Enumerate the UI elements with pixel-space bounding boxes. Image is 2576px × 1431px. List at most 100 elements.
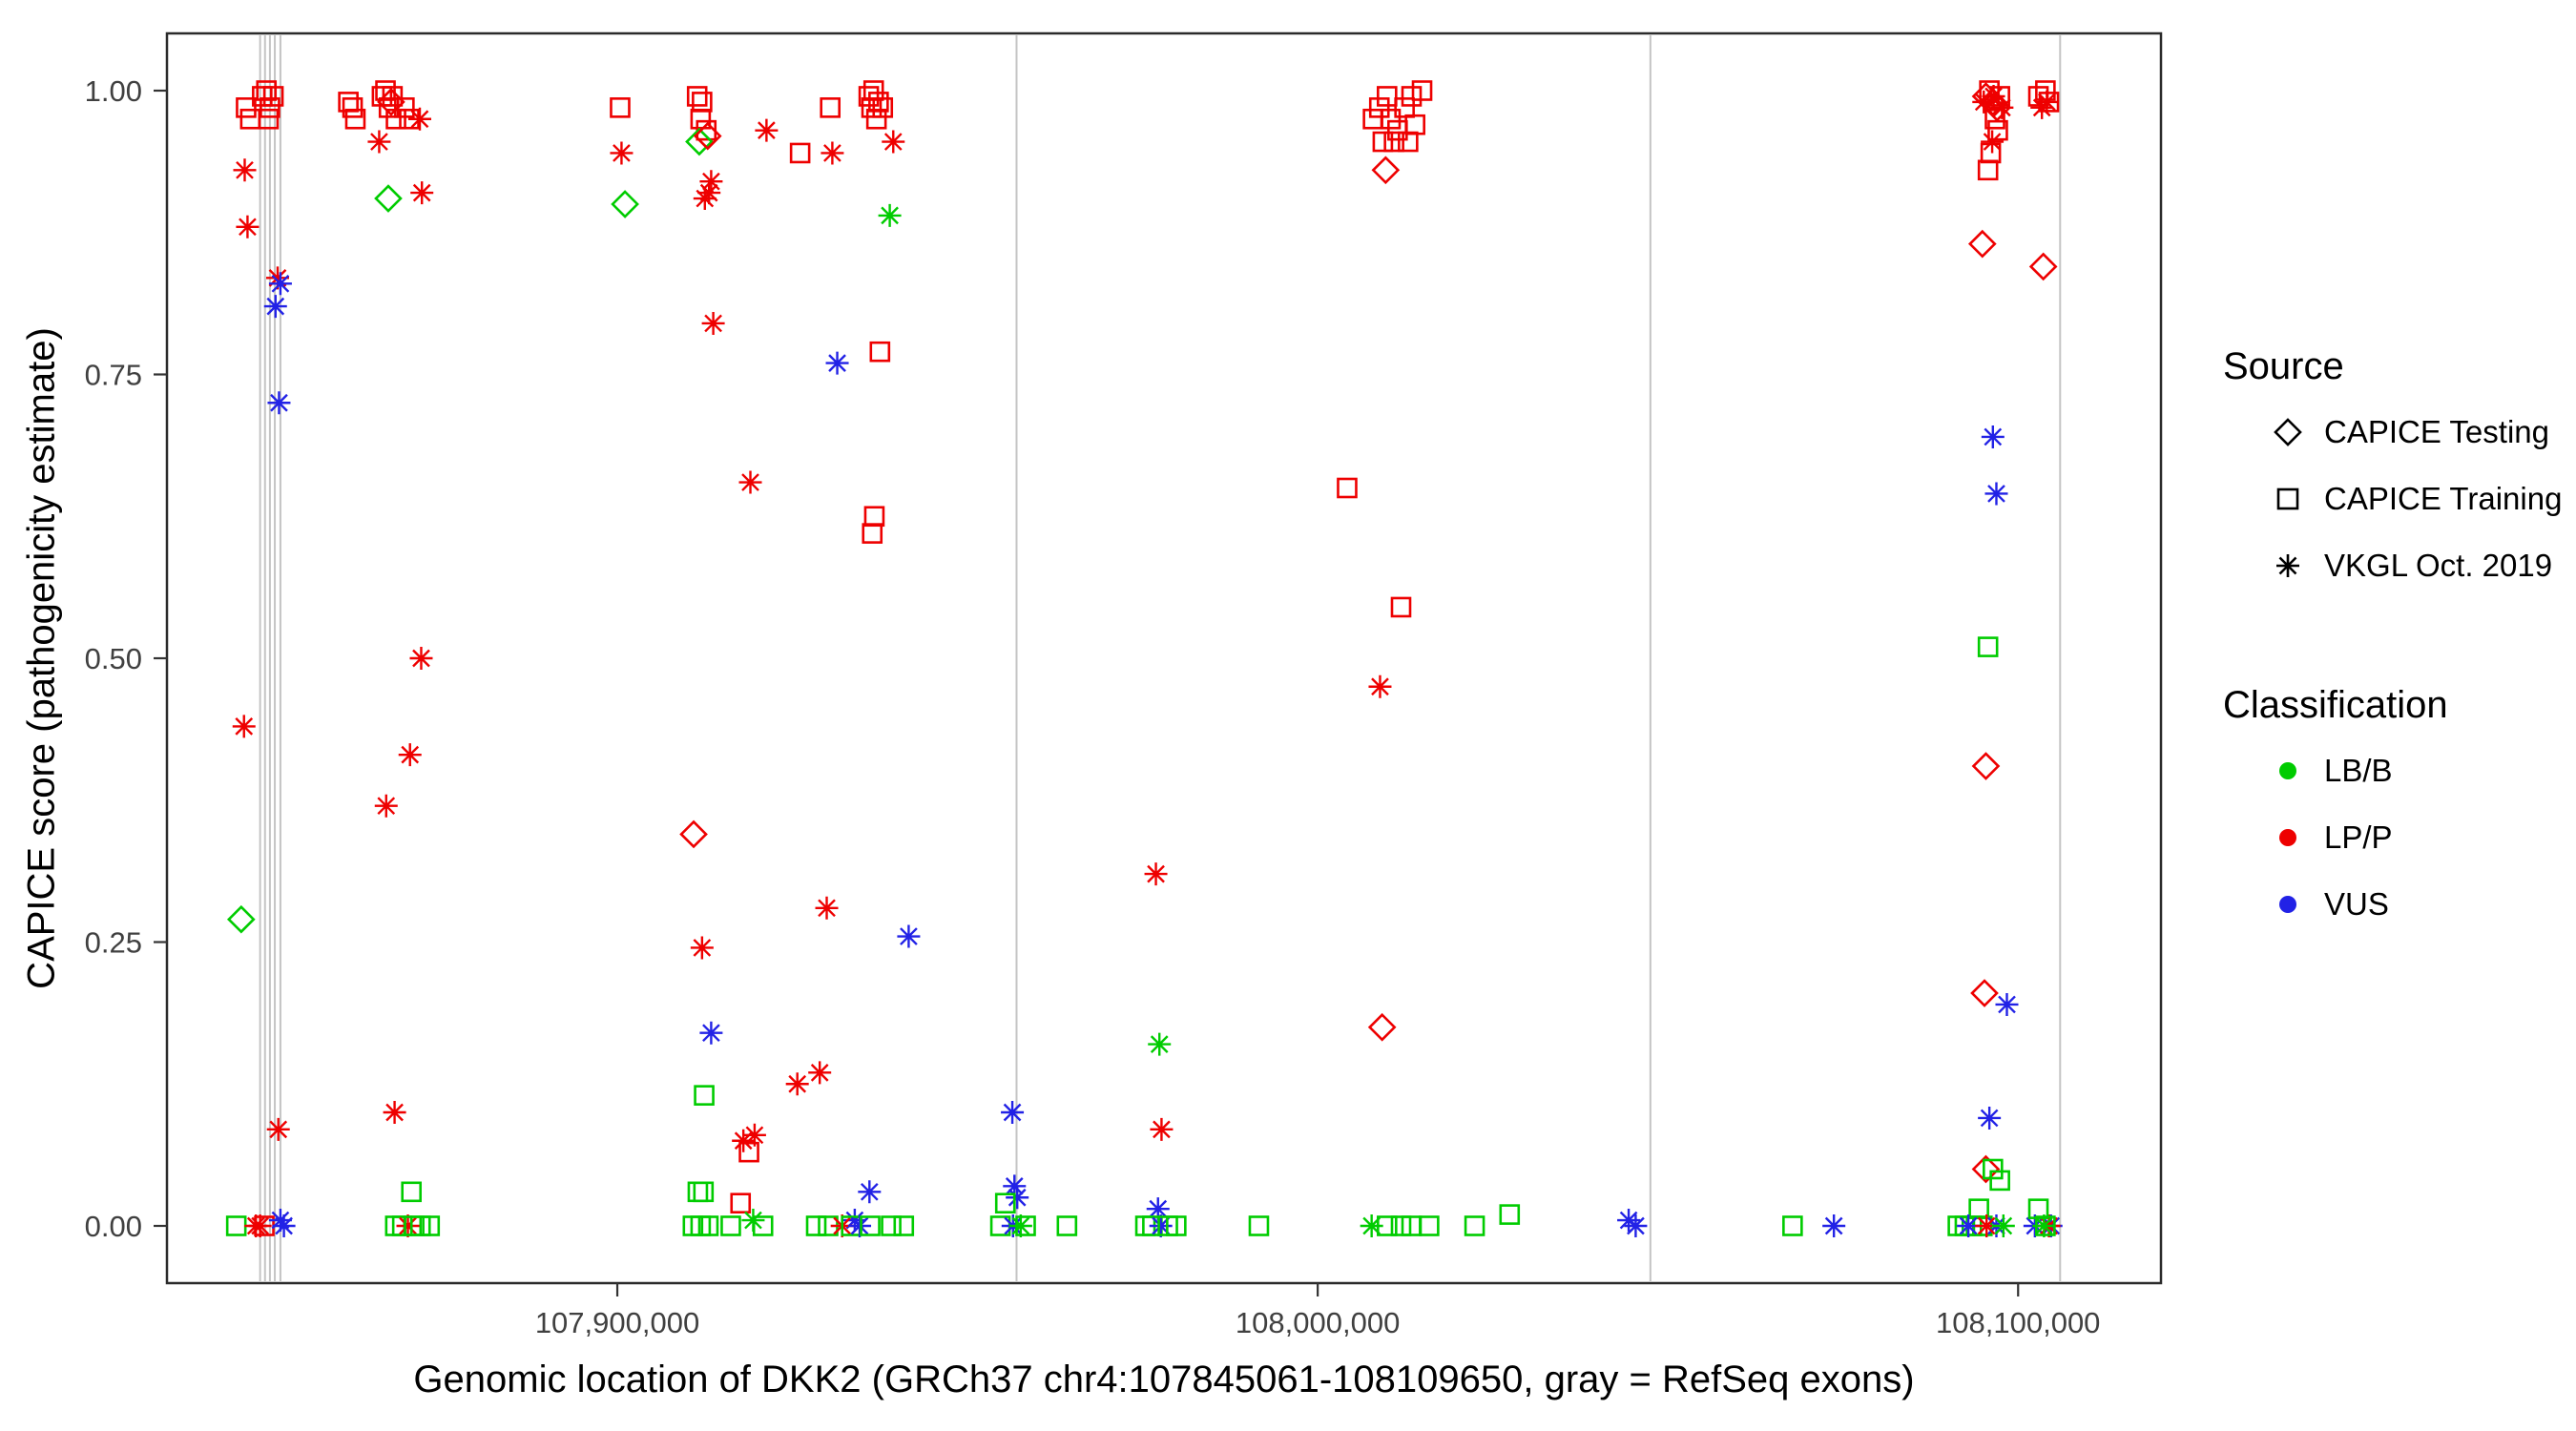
- data-point-asterisk: [738, 470, 762, 494]
- data-point-asterisk: [742, 1123, 766, 1147]
- data-point-square: [1989, 1170, 2010, 1192]
- data-point-asterisk: [1368, 674, 1392, 698]
- y-tick-label: 0.50: [85, 642, 142, 675]
- data-point-square: [610, 97, 631, 118]
- x-tick-label: 108,100,000: [1936, 1306, 2100, 1339]
- data-point-square: [1464, 1215, 1485, 1236]
- data-point-square: [697, 1215, 719, 1236]
- data-point-square: [344, 108, 366, 130]
- data-point-square: [1782, 1215, 1803, 1236]
- data-point-square: [1390, 1215, 1412, 1236]
- legend-label-capice-testing: CAPICE Testing: [2324, 414, 2549, 449]
- square-icon: [2276, 487, 2299, 510]
- data-point-square: [1248, 1215, 1270, 1236]
- green-dot-icon: [2279, 762, 2296, 779]
- data-point-square: [1984, 108, 2005, 130]
- data-point-asterisk: [1978, 1106, 2002, 1130]
- data-point-diamond: [611, 190, 639, 218]
- data-point-square: [1372, 131, 1394, 153]
- data-point-asterisk: [1972, 90, 1996, 114]
- data-point-asterisk: [272, 1214, 296, 1237]
- x-tick-label: 107,900,000: [535, 1306, 699, 1339]
- data-point-square: [252, 86, 273, 107]
- data-point-asterisk: [408, 107, 432, 131]
- y-tick-label: 1.00: [85, 74, 142, 108]
- data-point-asterisk: [858, 1180, 882, 1204]
- x-tick-label: 108,000,000: [1236, 1306, 1400, 1339]
- data-point-asterisk: [383, 1101, 406, 1124]
- data-point-asterisk: [878, 203, 902, 227]
- data-point-diamond: [374, 184, 403, 213]
- data-point-square: [1390, 596, 1412, 618]
- data-point-square: [258, 108, 280, 130]
- y-axis-title: CAPICE score (pathogenicity estimate): [20, 327, 63, 989]
- data-point-asterisk: [1975, 1214, 1999, 1237]
- red-dot-icon: [2279, 829, 2296, 846]
- data-point-square: [1983, 1158, 2004, 1180]
- data-point-square: [789, 142, 811, 164]
- data-point-asterisk: [1982, 84, 2005, 108]
- data-point-square: [1394, 97, 1415, 118]
- data-point-asterisk: [263, 295, 287, 319]
- data-point-square: [693, 1181, 715, 1203]
- data-point-asterisk: [882, 130, 905, 154]
- diamond-icon: [2274, 418, 2302, 446]
- data-point-asterisk: [1003, 1174, 1027, 1198]
- data-point-diamond: [1971, 752, 2001, 780]
- data-point-asterisk: [1624, 1214, 1648, 1237]
- data-point-asterisk: [1984, 482, 2008, 506]
- data-point-square: [1377, 86, 1398, 107]
- data-point-square: [686, 86, 708, 107]
- data-point-square: [1368, 97, 1390, 118]
- data-point-diamond: [1371, 156, 1401, 185]
- data-point-diamond: [377, 88, 405, 116]
- data-point-square: [994, 1192, 1016, 1213]
- data-point-asterisk: [367, 130, 391, 154]
- data-point-asterisk: [1981, 130, 2005, 154]
- data-point-asterisk: [268, 1209, 292, 1233]
- data-point-asterisk: [236, 215, 260, 238]
- legend-label-lbb: LB/B: [2324, 753, 2393, 788]
- data-point-asterisk: [701, 311, 725, 335]
- data-point-square: [752, 1215, 774, 1236]
- legend-item-capice-training: CAPICE Training: [2223, 480, 2562, 518]
- data-point-square: [1337, 477, 1358, 499]
- data-point-asterisk: [1148, 1032, 1172, 1056]
- data-point-asterisk: [1144, 862, 1168, 886]
- data-point-asterisk: [1150, 1117, 1174, 1141]
- data-point-asterisk: [398, 743, 422, 767]
- legend-label-vkgl: VKGL Oct. 2019: [2324, 548, 2553, 583]
- data-point-square: [2035, 1215, 2056, 1236]
- data-point-diamond: [1967, 229, 1997, 259]
- legend-item-lbb: LB/B: [2223, 752, 2562, 790]
- data-point-square: [860, 1215, 881, 1236]
- data-point-square: [1404, 114, 1425, 135]
- data-point-asterisk: [732, 1129, 756, 1152]
- data-point-square: [720, 1215, 741, 1236]
- data-point-square: [881, 1215, 902, 1236]
- data-point-asterisk: [697, 181, 721, 205]
- data-point-asterisk: [248, 1214, 272, 1237]
- data-point-asterisk: [268, 272, 292, 296]
- data-point-asterisk: [1149, 1214, 1173, 1237]
- data-point-asterisk: [1008, 1214, 1032, 1237]
- y-tick-label: 0.75: [85, 359, 142, 392]
- data-point-asterisk: [2035, 90, 2059, 114]
- data-point-square: [262, 86, 284, 107]
- data-point-asterisk: [785, 1072, 809, 1096]
- data-point-diamond: [679, 819, 708, 849]
- data-point-square: [1166, 1215, 1187, 1236]
- data-point-asterisk: [610, 141, 634, 165]
- data-point-asterisk: [755, 118, 779, 142]
- data-point-square: [872, 97, 894, 118]
- data-point-asterisk: [690, 936, 714, 960]
- y-tick-label: 0.00: [85, 1210, 142, 1243]
- data-point-square: [260, 97, 280, 118]
- data-point-square: [1401, 86, 1423, 107]
- data-point-asterisk: [410, 181, 434, 205]
- data-point-diamond: [1367, 1012, 1397, 1042]
- data-point-square: [1499, 1204, 1521, 1225]
- data-point-asterisk: [1957, 1214, 1981, 1237]
- legend-item-capice-testing: CAPICE Testing: [2223, 413, 2562, 451]
